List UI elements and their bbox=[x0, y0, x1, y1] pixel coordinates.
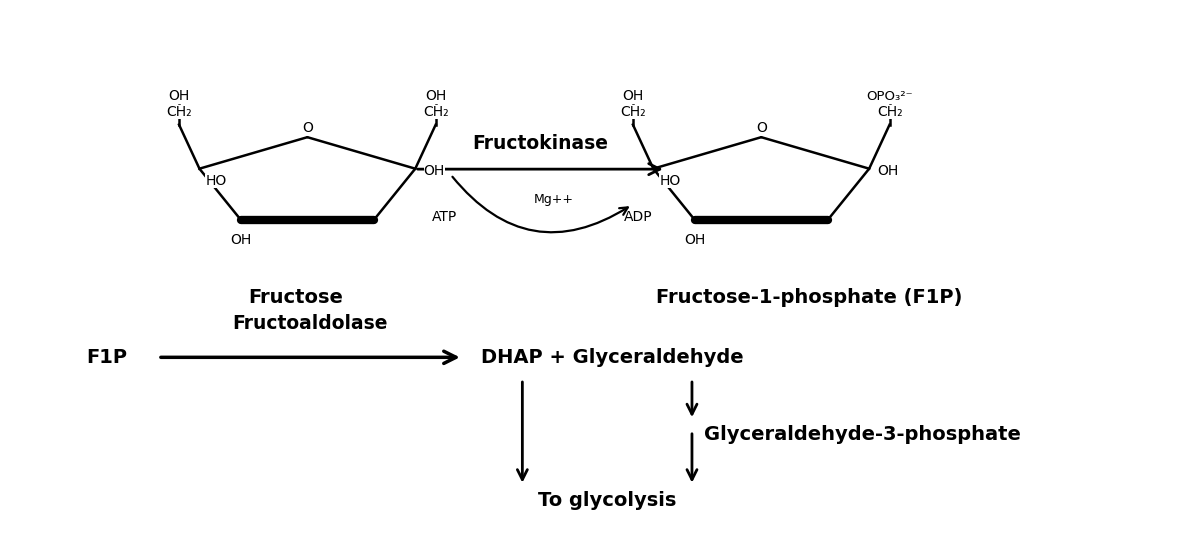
Text: Glyceraldehyde-3-phosphate: Glyceraldehyde-3-phosphate bbox=[704, 425, 1021, 445]
Text: CH₂: CH₂ bbox=[422, 105, 449, 120]
Text: Fructose: Fructose bbox=[248, 288, 343, 307]
Text: ATP: ATP bbox=[432, 210, 457, 224]
Text: HO: HO bbox=[205, 174, 227, 188]
Text: OH: OH bbox=[684, 233, 706, 247]
Text: Mg++: Mg++ bbox=[534, 193, 574, 206]
Text: OH: OH bbox=[230, 233, 251, 247]
Text: To glycolysis: To glycolysis bbox=[538, 491, 677, 510]
Text: ADP: ADP bbox=[624, 210, 653, 224]
Text: OH: OH bbox=[623, 89, 643, 103]
Text: O: O bbox=[756, 121, 767, 135]
Text: OH: OH bbox=[877, 164, 899, 179]
Text: CH₂: CH₂ bbox=[877, 105, 902, 120]
Text: HO: HO bbox=[659, 174, 680, 188]
Text: Fructose-1-phosphate (F1P): Fructose-1-phosphate (F1P) bbox=[656, 288, 962, 307]
Text: OPO₃²⁻: OPO₃²⁻ bbox=[866, 90, 913, 102]
Text: Fructokinase: Fructokinase bbox=[473, 134, 608, 153]
Text: CH₂: CH₂ bbox=[167, 105, 192, 120]
Text: DHAP + Glyceraldehyde: DHAP + Glyceraldehyde bbox=[480, 348, 743, 367]
Text: OH: OH bbox=[424, 164, 445, 179]
Text: OH: OH bbox=[168, 89, 190, 103]
Text: O: O bbox=[302, 121, 313, 135]
Text: CH₂: CH₂ bbox=[620, 105, 646, 120]
Text: OH: OH bbox=[425, 89, 446, 103]
Text: F1P: F1P bbox=[86, 348, 127, 367]
Text: Fructoaldolase: Fructoaldolase bbox=[233, 314, 388, 333]
